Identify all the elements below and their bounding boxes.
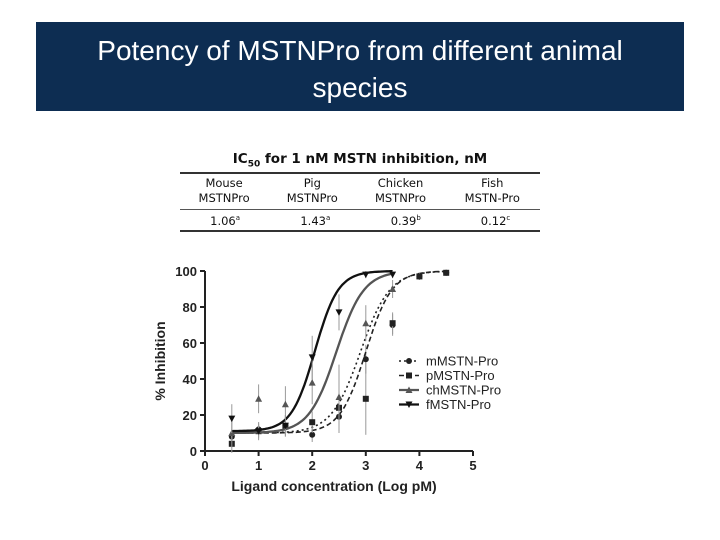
data-point-f xyxy=(281,422,289,430)
x-tick-label: 5 xyxy=(469,458,476,473)
x-tick-label: 4 xyxy=(416,458,424,473)
data-point-m xyxy=(362,356,369,363)
x-tick-label: 3 xyxy=(362,458,369,473)
data-point-m xyxy=(309,431,316,438)
data-point-ch xyxy=(308,379,316,386)
y-tick-label: 0 xyxy=(190,444,197,459)
data-point-f xyxy=(362,271,370,279)
ic50-value-grid: 1.06a 1.43a 0.39b 0.12c xyxy=(180,210,540,230)
data-point-f xyxy=(255,428,263,435)
ic50-value-row: 1.06a 1.43a 0.39b 0.12c xyxy=(180,210,540,230)
legend-marker-m xyxy=(406,358,412,364)
data-point-p xyxy=(416,273,423,280)
slide-title-line-1: Potency of MSTNPro from different animal xyxy=(97,35,623,66)
legend-label-m: mMSTN-Pro xyxy=(426,354,498,369)
y-tick-label: 60 xyxy=(183,336,197,351)
ic50-grid: Mouse MSTNPro Pig MSTNPro Chicken MSTNPro F… xyxy=(180,174,540,209)
x-axis-label: Ligand concentration (Log pM) xyxy=(231,478,436,494)
ic50-value-mouse: 1.06a xyxy=(210,214,241,228)
ic50-header-pig: Pig MSTNPro xyxy=(286,176,338,205)
data-point-f xyxy=(308,354,316,361)
y-axis-label: % Inhibition xyxy=(152,321,168,400)
ic50-mid-rule xyxy=(180,209,540,210)
x-tick-label: 2 xyxy=(309,458,316,473)
data-point-f xyxy=(228,415,236,423)
ic50-table: IC50 for 1 nM MSTN inhibition, nM Mouse M… xyxy=(180,146,540,232)
data-point-p xyxy=(389,320,396,327)
y-tick-label: 20 xyxy=(183,408,197,423)
ic50-caption-sub: 50 xyxy=(247,159,261,170)
ic50-header-mouse: Mouse MSTNPro xyxy=(198,176,250,205)
ic50-value-pig: 1.43a xyxy=(300,214,331,228)
ic50-caption-prefix: IC xyxy=(232,151,248,167)
y-tick-label: 80 xyxy=(183,300,197,315)
legend-marker-f xyxy=(405,401,413,408)
data-point-ch xyxy=(255,395,263,402)
ic50-header-chicken: Chicken MSTNPro xyxy=(374,176,427,205)
legend-label-p: pMSTN-Pro xyxy=(426,368,495,383)
data-point-ch xyxy=(362,319,370,327)
inhibition-chart: 0 1 2 3 4 5 0 20 40 60 80 100 Ligand concentration (… xyxy=(152,264,501,494)
ic50-value-fish: 0.12c xyxy=(480,214,511,228)
ic50-value-chicken: 0.39b xyxy=(390,214,421,228)
y-tick-label: 40 xyxy=(183,372,197,387)
data-point-ch xyxy=(335,393,343,400)
data-point-p xyxy=(309,419,316,426)
x-tick-label: 0 xyxy=(201,458,208,473)
ic50-bottom-rule xyxy=(180,230,540,232)
ic50-top-rule xyxy=(180,172,540,174)
legend-marker-ch xyxy=(405,386,413,393)
data-point-f xyxy=(335,309,343,316)
legend-label-ch: chMSTN-Pro xyxy=(426,383,501,398)
slide-title-line-2: species xyxy=(312,72,408,103)
data-point-ch xyxy=(389,285,397,292)
ic50-caption-rest: for 1 nM MSTN inhibition, nM xyxy=(260,151,488,167)
ic50-header-row: Mouse MSTNPro Pig MSTNPro Chicken MSTNPro F… xyxy=(180,174,540,209)
data-point-f xyxy=(389,271,397,279)
y-tick-label: 100 xyxy=(175,264,197,279)
ic50-header-fish: Fish MSTN-Pro xyxy=(464,176,520,205)
legend-label-f: fMSTN-Pro xyxy=(426,397,491,412)
x-tick-label: 1 xyxy=(255,458,262,473)
slide-title-bar: Potency of MSTNPro from different animal… xyxy=(36,22,684,111)
data-point-p xyxy=(362,395,369,402)
data-point-p xyxy=(443,269,450,276)
ic50-table-caption: IC50 for 1 nM MSTN inhibition, nM xyxy=(180,146,540,172)
data-point-ch xyxy=(281,400,289,408)
legend-marker-p xyxy=(406,372,412,379)
